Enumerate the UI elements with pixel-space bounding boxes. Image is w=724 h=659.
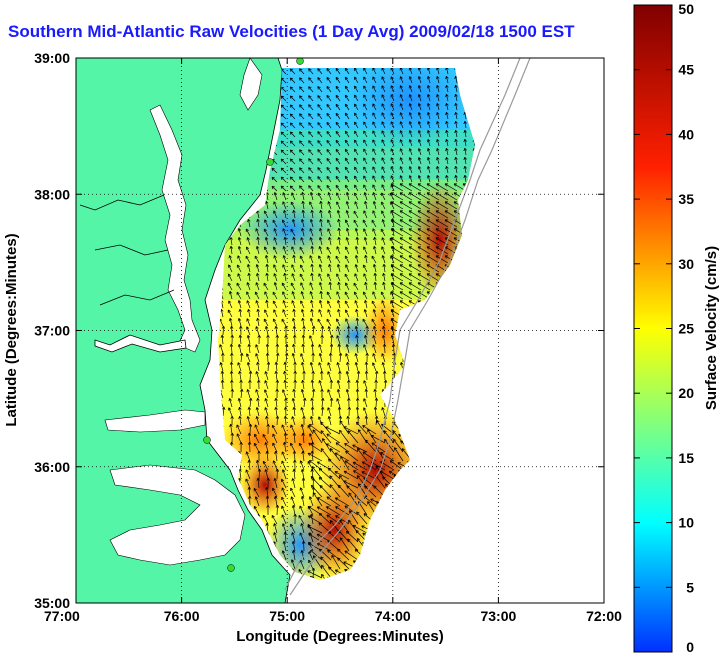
colorbar-tick-label: 25: [678, 321, 694, 337]
y-axis-ticks: 39:00 38:00 37:00 36:00 35:00: [34, 50, 604, 611]
bathymetry-contour: [289, 58, 531, 596]
y-tick-label: 39:00: [34, 50, 70, 66]
x-tick-label: 74:00: [375, 608, 411, 624]
colorbar-label: Surface Velocity (cm/s): [703, 246, 720, 410]
coastline: [199, 58, 291, 603]
x-tick-label: 76:00: [164, 608, 200, 624]
grid-lines: [76, 58, 604, 603]
rappahannock-river: [94, 244, 169, 256]
colorbar-tick-label: 0: [686, 639, 694, 655]
colorbar-tick-label: 20: [678, 385, 694, 401]
delaware-bay: [239, 58, 263, 111]
radar-station-marker: [296, 58, 304, 65]
colorbar-tick-label: 10: [678, 515, 694, 531]
potomac-river: [79, 194, 165, 211]
y-tick-label: 37:00: [34, 323, 70, 339]
x-tick-label: 75:00: [269, 608, 305, 624]
york-river: [99, 289, 175, 306]
x-tick-label: 73:00: [480, 608, 516, 624]
colorbar-tick-label: 35: [678, 191, 694, 207]
colorbar-tick-label: 50: [678, 1, 694, 17]
radar-station-marker: [203, 436, 211, 444]
colorbar-tick-label: 45: [678, 62, 694, 78]
radar-station-marker: [227, 564, 235, 572]
y-tick-label: 36:00: [34, 459, 70, 475]
x-tick-label: 77:00: [44, 608, 80, 624]
albemarle-sound: [104, 409, 206, 433]
chesapeake-bay: [149, 104, 201, 353]
colorbar-tick-label: 40: [678, 126, 694, 142]
pamlico-sound: [109, 464, 246, 566]
map-title: Southern Mid-Atlantic Raw Velocities (1 …: [8, 22, 575, 41]
colorbar-tick-label: 30: [678, 256, 694, 272]
x-axis-label: Longitude (Degrees:Minutes): [236, 628, 444, 645]
x-tick-label: 72:00: [586, 608, 622, 624]
radar-station-marker: [266, 158, 274, 166]
y-tick-label: 38:00: [34, 186, 70, 202]
y-tick-label: 35:00: [34, 595, 70, 611]
colorbar-tick-label: 5: [686, 579, 694, 595]
y-axis-label: Latitude (Degrees:Minutes): [3, 233, 20, 426]
colorbar-tick-label: 15: [678, 450, 694, 466]
x-axis-ticks: 77:00 76:00 75:00 74:00 73:00 72:00: [44, 58, 622, 624]
bathymetry-contour: [284, 58, 521, 591]
radar-stations: [203, 58, 304, 572]
james-river: [94, 334, 187, 353]
